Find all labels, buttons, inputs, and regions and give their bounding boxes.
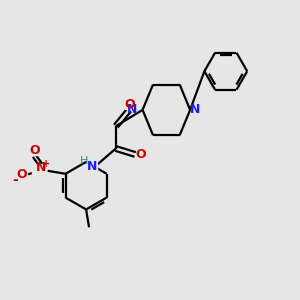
Bar bbox=[30, 146, 38, 155]
Bar bbox=[137, 150, 145, 159]
Text: -: - bbox=[12, 173, 18, 187]
Text: O: O bbox=[16, 168, 26, 181]
Text: O: O bbox=[124, 98, 134, 111]
Text: H: H bbox=[80, 156, 88, 166]
Bar bbox=[32, 165, 41, 174]
Text: +: + bbox=[41, 159, 50, 169]
Bar bbox=[87, 161, 97, 172]
Bar bbox=[125, 100, 134, 109]
Text: N: N bbox=[36, 161, 46, 174]
Bar bbox=[16, 170, 27, 179]
Text: N: N bbox=[190, 103, 201, 116]
Text: O: O bbox=[29, 144, 40, 157]
Text: N: N bbox=[127, 103, 137, 116]
Text: O: O bbox=[136, 148, 146, 161]
Text: N: N bbox=[87, 160, 97, 173]
